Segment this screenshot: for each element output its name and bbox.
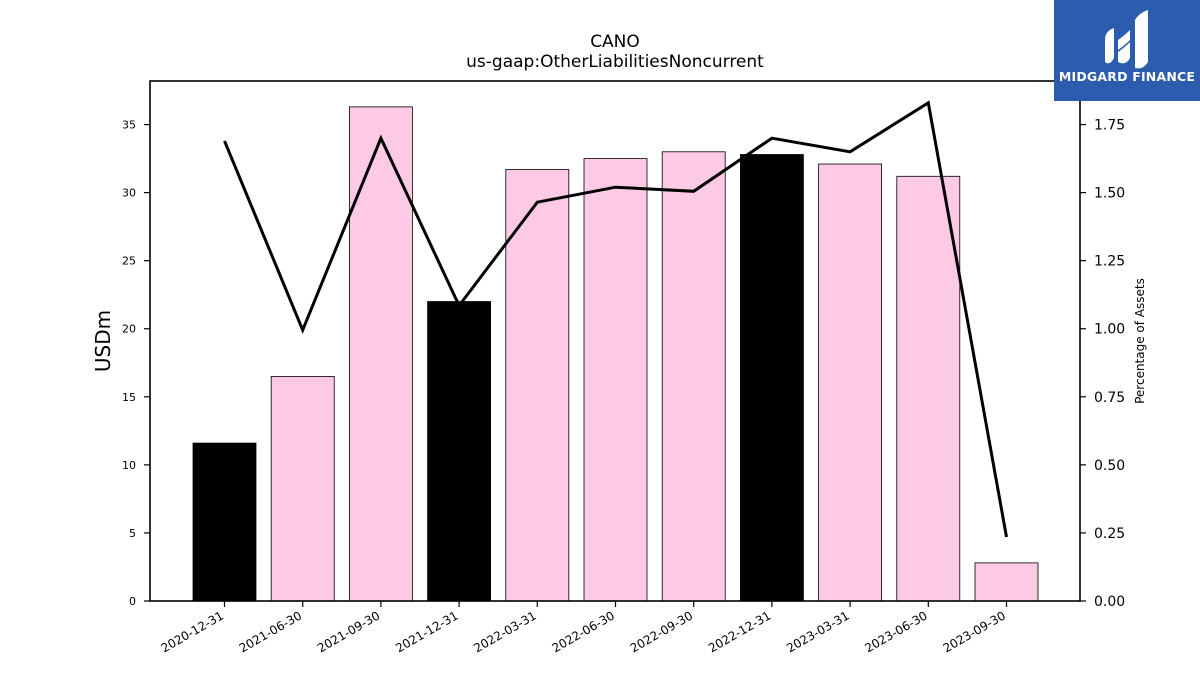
y2-tick-label: 1.50 [1094,186,1125,202]
y2-axis-label: Percentage of Assets [1133,278,1147,404]
bar [505,169,570,602]
left-axis: 0 5 10 15 20 25 30 35 [122,119,150,608]
bar [740,154,804,602]
y2-tick-label: 0.00 [1094,594,1125,610]
chart-title: CANO [590,32,640,52]
y-axis-label: USDm [91,310,115,372]
y-tick-label: 25 [122,255,136,268]
bar [974,562,1039,602]
bar [661,151,726,602]
x-tick-label: 2022-09-30 [628,608,695,655]
right-axis: 0.00 0.25 0.50 0.75 1.00 1.25 1.50 1.75 [1080,118,1125,610]
x-tick-label: 2021-06-30 [237,608,304,655]
x-axis: 2020-12-31 2021-06-30 2021-09-30 2021-12-31… [159,601,1008,655]
y-tick-label: 5 [129,527,136,540]
y2-tick-label: 0.25 [1094,526,1125,542]
y-tick-label: 15 [122,391,136,404]
bar [348,106,413,602]
midgard-logo-icon [1105,10,1148,69]
bar [896,175,961,602]
bar-series [192,106,1039,602]
y-tick-label: 20 [122,323,136,336]
bar [818,163,882,602]
x-tick-label: 2022-12-31 [706,608,773,655]
x-tick-label: 2022-03-31 [471,608,538,655]
bar [427,301,492,602]
bar [270,375,335,602]
x-tick-label: 2022-06-30 [550,608,617,655]
bar [583,158,648,602]
line-series [223,100,1008,538]
x-tick-label: 2021-09-30 [315,608,382,655]
x-tick-label: 2023-09-30 [941,608,1008,655]
y-tick-label: 35 [122,119,136,132]
y2-tick-label: 0.75 [1094,390,1125,406]
x-tick-label: 2023-03-31 [784,608,851,655]
y2-tick-label: 1.25 [1094,254,1125,270]
y-tick-label: 0 [129,595,136,608]
midgard-logo: MIDGARD FINANCE [1054,0,1200,101]
y-tick-label: 10 [122,459,136,472]
x-tick-label: 2021-12-31 [393,608,460,655]
y2-tick-label: 0.50 [1094,458,1125,474]
y2-tick-label: 1.75 [1094,118,1125,134]
y-tick-label: 30 [122,187,136,200]
percentage-line [223,100,1008,538]
bar [192,442,257,602]
x-tick-label: 2023-06-30 [862,608,929,655]
logo-text: MIDGARD FINANCE [1058,69,1196,84]
y2-tick-label: 1.00 [1094,322,1125,338]
chart-subtitle: us-gaap:OtherLiabilitiesNoncurrent [466,52,764,72]
x-tick-label: 2020-12-31 [159,608,226,655]
